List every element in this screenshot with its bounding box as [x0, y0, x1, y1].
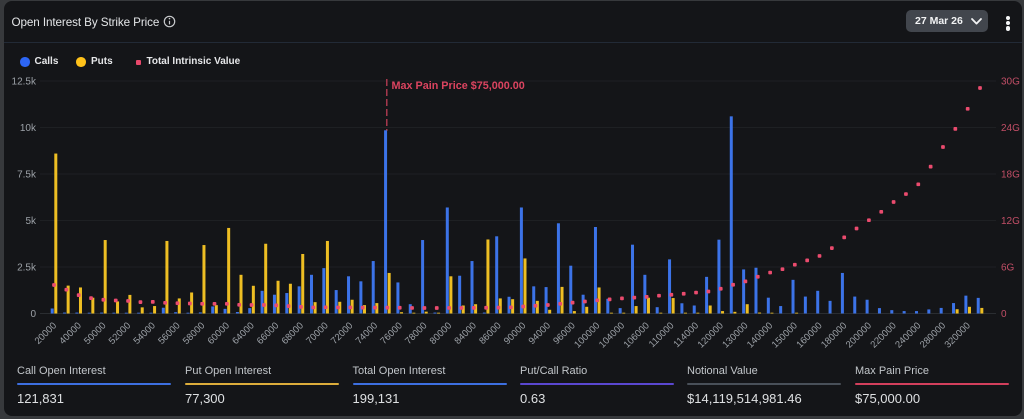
- svg-text:84000: 84000: [452, 320, 478, 346]
- svg-text:70000: 70000: [304, 320, 330, 346]
- svg-text:150000: 150000: [770, 320, 800, 350]
- svg-text:160000: 160000: [794, 320, 824, 350]
- svg-text:94000: 94000: [527, 320, 553, 346]
- svg-text:20000: 20000: [33, 320, 59, 346]
- svg-text:56000: 56000: [156, 320, 182, 346]
- svg-text:106000: 106000: [622, 320, 652, 350]
- svg-text:74000: 74000: [354, 320, 380, 346]
- svg-text:6G: 6G: [1001, 263, 1015, 274]
- svg-text:110000: 110000: [647, 320, 677, 350]
- svg-text:10k: 10k: [20, 123, 37, 134]
- svg-text:7.5k: 7.5k: [17, 170, 37, 181]
- svg-text:76000: 76000: [378, 320, 404, 346]
- svg-text:120000: 120000: [696, 320, 726, 350]
- svg-text:5k: 5k: [25, 216, 37, 227]
- svg-text:0: 0: [1001, 309, 1007, 320]
- svg-text:30G: 30G: [1001, 77, 1020, 88]
- svg-text:80000: 80000: [428, 320, 454, 346]
- svg-text:78000: 78000: [403, 320, 429, 346]
- svg-text:54000: 54000: [131, 320, 157, 346]
- svg-text:130000: 130000: [720, 320, 750, 350]
- svg-text:Max Pain Price $75,000.00: Max Pain Price $75,000.00: [392, 80, 525, 92]
- svg-text:50000: 50000: [82, 320, 108, 346]
- svg-text:180000: 180000: [819, 320, 849, 350]
- svg-text:60000: 60000: [206, 320, 232, 346]
- svg-text:12G: 12G: [1001, 216, 1020, 227]
- svg-text:240000: 240000: [893, 320, 923, 350]
- svg-text:66000: 66000: [255, 320, 281, 346]
- svg-text:58000: 58000: [181, 320, 207, 346]
- svg-text:24G: 24G: [1001, 123, 1020, 134]
- svg-text:280000: 280000: [918, 320, 948, 350]
- svg-text:2.5k: 2.5k: [17, 263, 37, 274]
- svg-text:114000: 114000: [671, 320, 701, 350]
- svg-text:200000: 200000: [844, 320, 874, 350]
- svg-text:72000: 72000: [329, 320, 355, 346]
- svg-text:86000: 86000: [477, 320, 503, 346]
- svg-text:104000: 104000: [597, 320, 627, 350]
- svg-text:18G: 18G: [1001, 170, 1020, 181]
- svg-text:140000: 140000: [745, 320, 775, 350]
- svg-text:68000: 68000: [280, 320, 306, 346]
- svg-text:40000: 40000: [57, 320, 83, 346]
- svg-text:90000: 90000: [502, 320, 528, 346]
- svg-text:12.5k: 12.5k: [12, 77, 37, 88]
- svg-text:64000: 64000: [230, 320, 256, 346]
- svg-text:52000: 52000: [107, 320, 133, 346]
- svg-text:220000: 220000: [869, 320, 899, 350]
- svg-text:320000: 320000: [943, 320, 973, 350]
- svg-text:100000: 100000: [572, 320, 602, 350]
- svg-text:0: 0: [30, 309, 36, 320]
